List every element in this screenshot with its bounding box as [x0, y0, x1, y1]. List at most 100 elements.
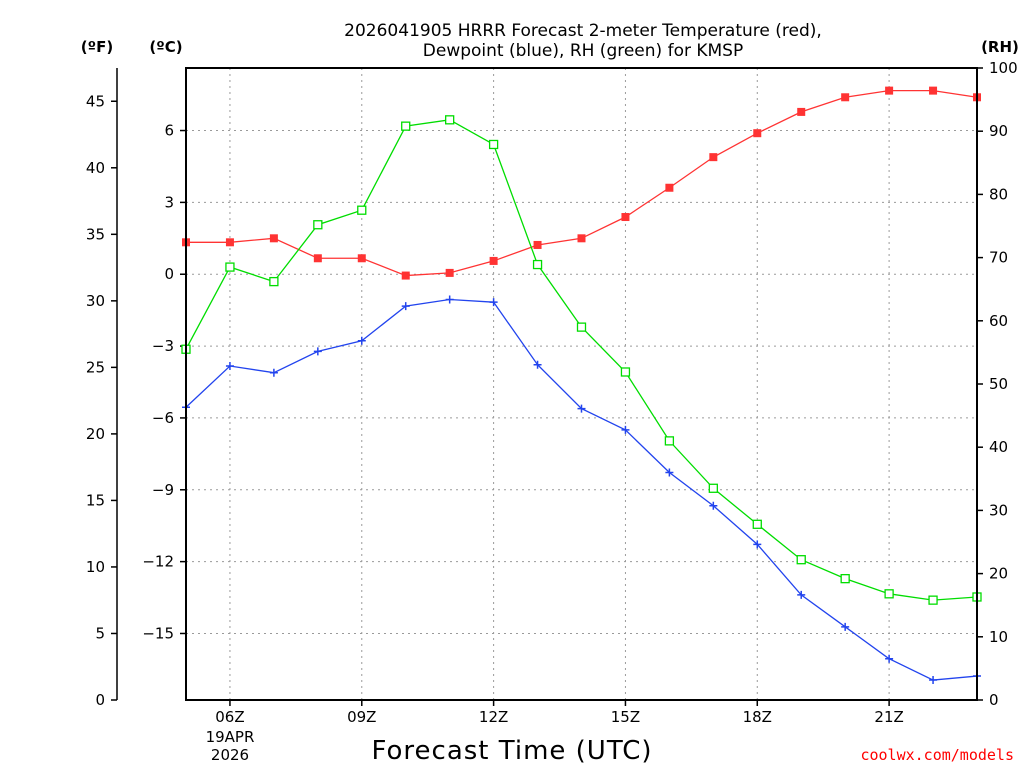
- 2-meter-temperature-point: [357, 254, 366, 263]
- rh-point: [664, 436, 675, 446]
- rh-tick-label: 30: [989, 501, 1008, 519]
- x-tick-label: 06Z: [215, 708, 244, 726]
- rh-point: [445, 115, 455, 125]
- rh-tick-label: 90: [989, 122, 1008, 140]
- dewpoint-point: [885, 654, 894, 663]
- rh-point: [708, 483, 718, 493]
- fahrenheit-tick-label: 0: [95, 691, 105, 709]
- dewpoint-point: [313, 347, 322, 356]
- 2-meter-temperature-point: [445, 268, 454, 277]
- 2-meter-temperature-point: [797, 107, 806, 116]
- 2-meter-temperature-point: [533, 240, 542, 249]
- fahrenheit-tick-label: 40: [86, 159, 105, 177]
- x-tick-label: 09Z: [347, 708, 376, 726]
- dewpoint-point: [841, 622, 850, 631]
- celsius-tick-label: −12: [142, 553, 174, 571]
- grid-layer: [186, 68, 977, 700]
- dewpoint-point: [489, 298, 498, 307]
- 2-meter-temperature-point: [225, 238, 234, 247]
- x-tick-label: 21Z: [874, 708, 903, 726]
- 2-meter-temperature-line: [186, 89, 978, 277]
- rh-tick-label: 60: [989, 312, 1008, 330]
- rh-tick-label: 40: [989, 438, 1008, 456]
- dewpoint-point: [577, 404, 586, 413]
- x-axis-label: Forecast Time (UTC): [371, 736, 652, 766]
- rh-point: [796, 555, 806, 565]
- celsius-tick-label: −3: [152, 337, 174, 355]
- rh-point: [532, 259, 543, 270]
- series-layer: [181, 86, 982, 685]
- rh-point: [357, 205, 367, 215]
- fahrenheit-unit-label: (ºF): [81, 38, 113, 56]
- rh-point: [840, 574, 850, 584]
- chart-title-line2: Dewpoint (blue), RH (green) for KMSP: [423, 41, 743, 61]
- x-tick-label: 15Z: [611, 708, 640, 726]
- celsius-tick-label: 0: [164, 265, 174, 283]
- rh-point: [269, 276, 279, 287]
- 2-meter-temperature-point: [753, 129, 762, 138]
- 2-meter-temperature-point: [709, 153, 718, 162]
- axes-layer: 051015202530354045−15−12−9−6−30360102030…: [86, 59, 1018, 726]
- dewpoint-point: [797, 590, 806, 599]
- rh-point: [620, 367, 631, 377]
- fahrenheit-tick-label: 20: [86, 425, 105, 443]
- rh-point: [576, 322, 587, 332]
- rh-tick-label: 50: [989, 375, 1008, 393]
- rh-point: [488, 139, 499, 150]
- fahrenheit-tick-label: 35: [86, 225, 105, 243]
- celsius-tick-label: 3: [164, 193, 174, 211]
- dewpoint-point: [225, 362, 234, 371]
- celsius-unit-label: (ºC): [149, 38, 182, 56]
- rh-point: [225, 262, 235, 272]
- 2-meter-temperature-point: [665, 183, 674, 192]
- fahrenheit-tick-label: 45: [86, 92, 105, 110]
- 2-meter-temperature-point: [885, 86, 894, 95]
- rh-tick-label: 70: [989, 249, 1008, 267]
- plot-frame: [185, 67, 978, 701]
- rh-tick-label: 20: [989, 565, 1008, 583]
- dewpoint-point: [621, 425, 630, 434]
- fahrenheit-tick-label: 15: [86, 491, 105, 509]
- dewpoint-point: [929, 676, 938, 685]
- dewpoint-point: [401, 302, 410, 311]
- rh-line: [185, 119, 978, 601]
- rh-point: [928, 595, 938, 605]
- rh-point: [313, 220, 323, 230]
- 2-meter-temperature-point: [269, 234, 278, 243]
- date-label-day: 19APR: [206, 728, 255, 746]
- dewpoint-point: [665, 468, 674, 477]
- dewpoint-point: [709, 501, 718, 510]
- dewpoint-point: [269, 368, 278, 377]
- date-label-year: 2026: [211, 746, 249, 764]
- celsius-tick-label: −6: [152, 409, 174, 427]
- rh-tick-label: 80: [989, 185, 1008, 203]
- rh-unit-label: (RH): [981, 38, 1019, 56]
- celsius-tick-label: −15: [142, 624, 174, 642]
- rh-point: [884, 589, 894, 599]
- 2-meter-temperature-point: [841, 93, 850, 102]
- 2-meter-temperature-point: [489, 256, 498, 265]
- chart-title-line1: 2026041905 HRRR Forecast 2-meter Tempera…: [344, 21, 822, 41]
- rh-tick-label: 10: [989, 628, 1008, 646]
- fahrenheit-tick-label: 30: [86, 292, 105, 310]
- celsius-tick-label: 6: [164, 122, 174, 140]
- x-tick-label: 18Z: [743, 708, 772, 726]
- rh-tick-label: 0: [989, 691, 999, 709]
- x-tick-label: 12Z: [479, 708, 508, 726]
- dewpoint-point: [753, 540, 762, 549]
- fahrenheit-tick-label: 25: [86, 358, 105, 376]
- fahrenheit-tick-label: 10: [86, 558, 105, 576]
- credit-text: coolwx.com/models: [860, 746, 1014, 764]
- rh-point: [401, 121, 411, 131]
- celsius-tick-label: −9: [152, 481, 174, 499]
- rh-tick-label: 100: [989, 59, 1018, 77]
- dewpoint-point: [445, 295, 454, 304]
- dewpoint-point: [533, 360, 542, 369]
- fahrenheit-tick-label: 5: [95, 624, 105, 642]
- rh-point: [752, 519, 762, 529]
- 2-meter-temperature-point: [929, 86, 938, 95]
- 2-meter-temperature-point: [577, 234, 586, 243]
- 2-meter-temperature-point: [313, 254, 322, 263]
- dewpoint-point: [357, 336, 366, 345]
